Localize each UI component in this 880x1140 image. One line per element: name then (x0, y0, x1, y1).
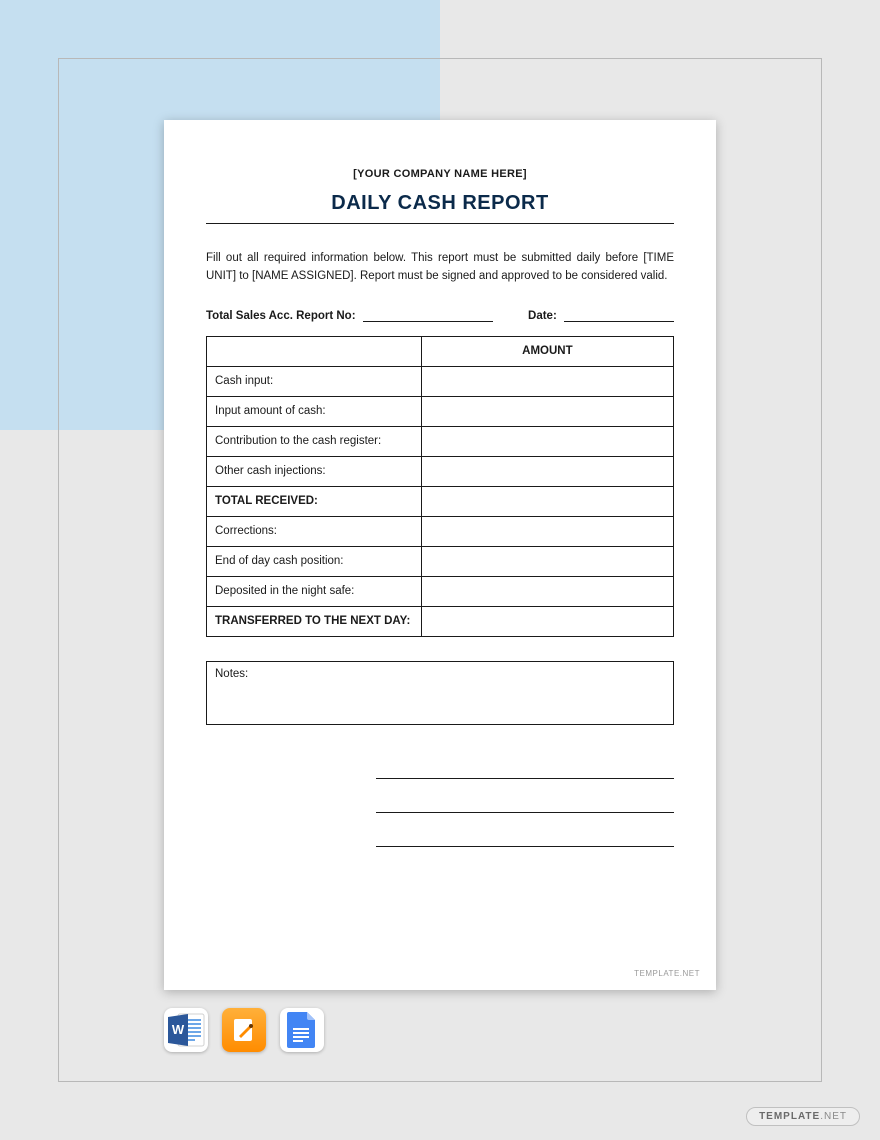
table-row-amount (421, 366, 673, 396)
footer-brand-text1: TEMPLATE (759, 1111, 820, 1122)
table-row-amount (421, 576, 673, 606)
cash-table: AMOUNT Cash input:Input amount of cash:C… (206, 336, 674, 637)
report-no-blank (363, 310, 493, 322)
app-icons-row: W (164, 1008, 324, 1052)
table-row-amount (421, 426, 673, 456)
footer-brand-badge[interactable]: TEMPLATE.NET (746, 1107, 860, 1126)
table-row-amount (421, 606, 673, 636)
table-row-label: Input amount of cash: (207, 396, 422, 426)
signature-lines (206, 759, 674, 847)
table-row: TRANSFERRED TO THE NEXT DAY: (207, 606, 674, 636)
meta-row: Total Sales Acc. Report No: Date: (206, 310, 674, 322)
table-row-label: Corrections: (207, 516, 422, 546)
date-label: Date: (528, 310, 557, 322)
date-blank (564, 310, 674, 322)
table-row-label: Deposited in the night safe: (207, 576, 422, 606)
table-row: Input amount of cash: (207, 396, 674, 426)
notes-label: Notes: (215, 668, 248, 680)
table-row-label: TRANSFERRED TO THE NEXT DAY: (207, 606, 422, 636)
table-row-amount (421, 456, 673, 486)
instructions-text: Fill out all required information below.… (206, 250, 674, 286)
table-row-label: Contribution to the cash register: (207, 426, 422, 456)
document-watermark: TEMPLATE.NET (634, 969, 700, 978)
svg-text:W: W (172, 1022, 185, 1037)
table-row: Contribution to the cash register: (207, 426, 674, 456)
report-no-field: Total Sales Acc. Report No: (206, 310, 493, 322)
table-row: Deposited in the night safe: (207, 576, 674, 606)
date-field: Date: (528, 310, 674, 322)
table-header-blank (207, 336, 422, 366)
table-row-amount (421, 516, 673, 546)
table-header-amount: AMOUNT (421, 336, 673, 366)
table-row-label: Cash input: (207, 366, 422, 396)
table-row-amount (421, 546, 673, 576)
signature-line-2 (376, 793, 674, 813)
company-name-placeholder: [YOUR COMPANY NAME HERE] (206, 168, 674, 180)
report-no-label: Total Sales Acc. Report No: (206, 310, 356, 322)
pages-icon[interactable] (222, 1008, 266, 1052)
table-row-label: Other cash injections: (207, 456, 422, 486)
gdocs-icon[interactable] (280, 1008, 324, 1052)
signature-line-3 (376, 827, 674, 847)
table-row: End of day cash position: (207, 546, 674, 576)
table-row-label: TOTAL RECEIVED: (207, 486, 422, 516)
notes-box: Notes: (206, 661, 674, 725)
table-row: Cash input: (207, 366, 674, 396)
table-row-amount (421, 486, 673, 516)
document-title: DAILY CASH REPORT (206, 192, 674, 224)
table-row-amount (421, 396, 673, 426)
table-row: Corrections: (207, 516, 674, 546)
footer-brand-text2: .NET (820, 1111, 847, 1122)
document-preview: [YOUR COMPANY NAME HERE] DAILY CASH REPO… (164, 120, 716, 990)
signature-line-1 (376, 759, 674, 779)
table-row-label: End of day cash position: (207, 546, 422, 576)
table-row: TOTAL RECEIVED: (207, 486, 674, 516)
table-row: Other cash injections: (207, 456, 674, 486)
word-icon[interactable]: W (164, 1008, 208, 1052)
